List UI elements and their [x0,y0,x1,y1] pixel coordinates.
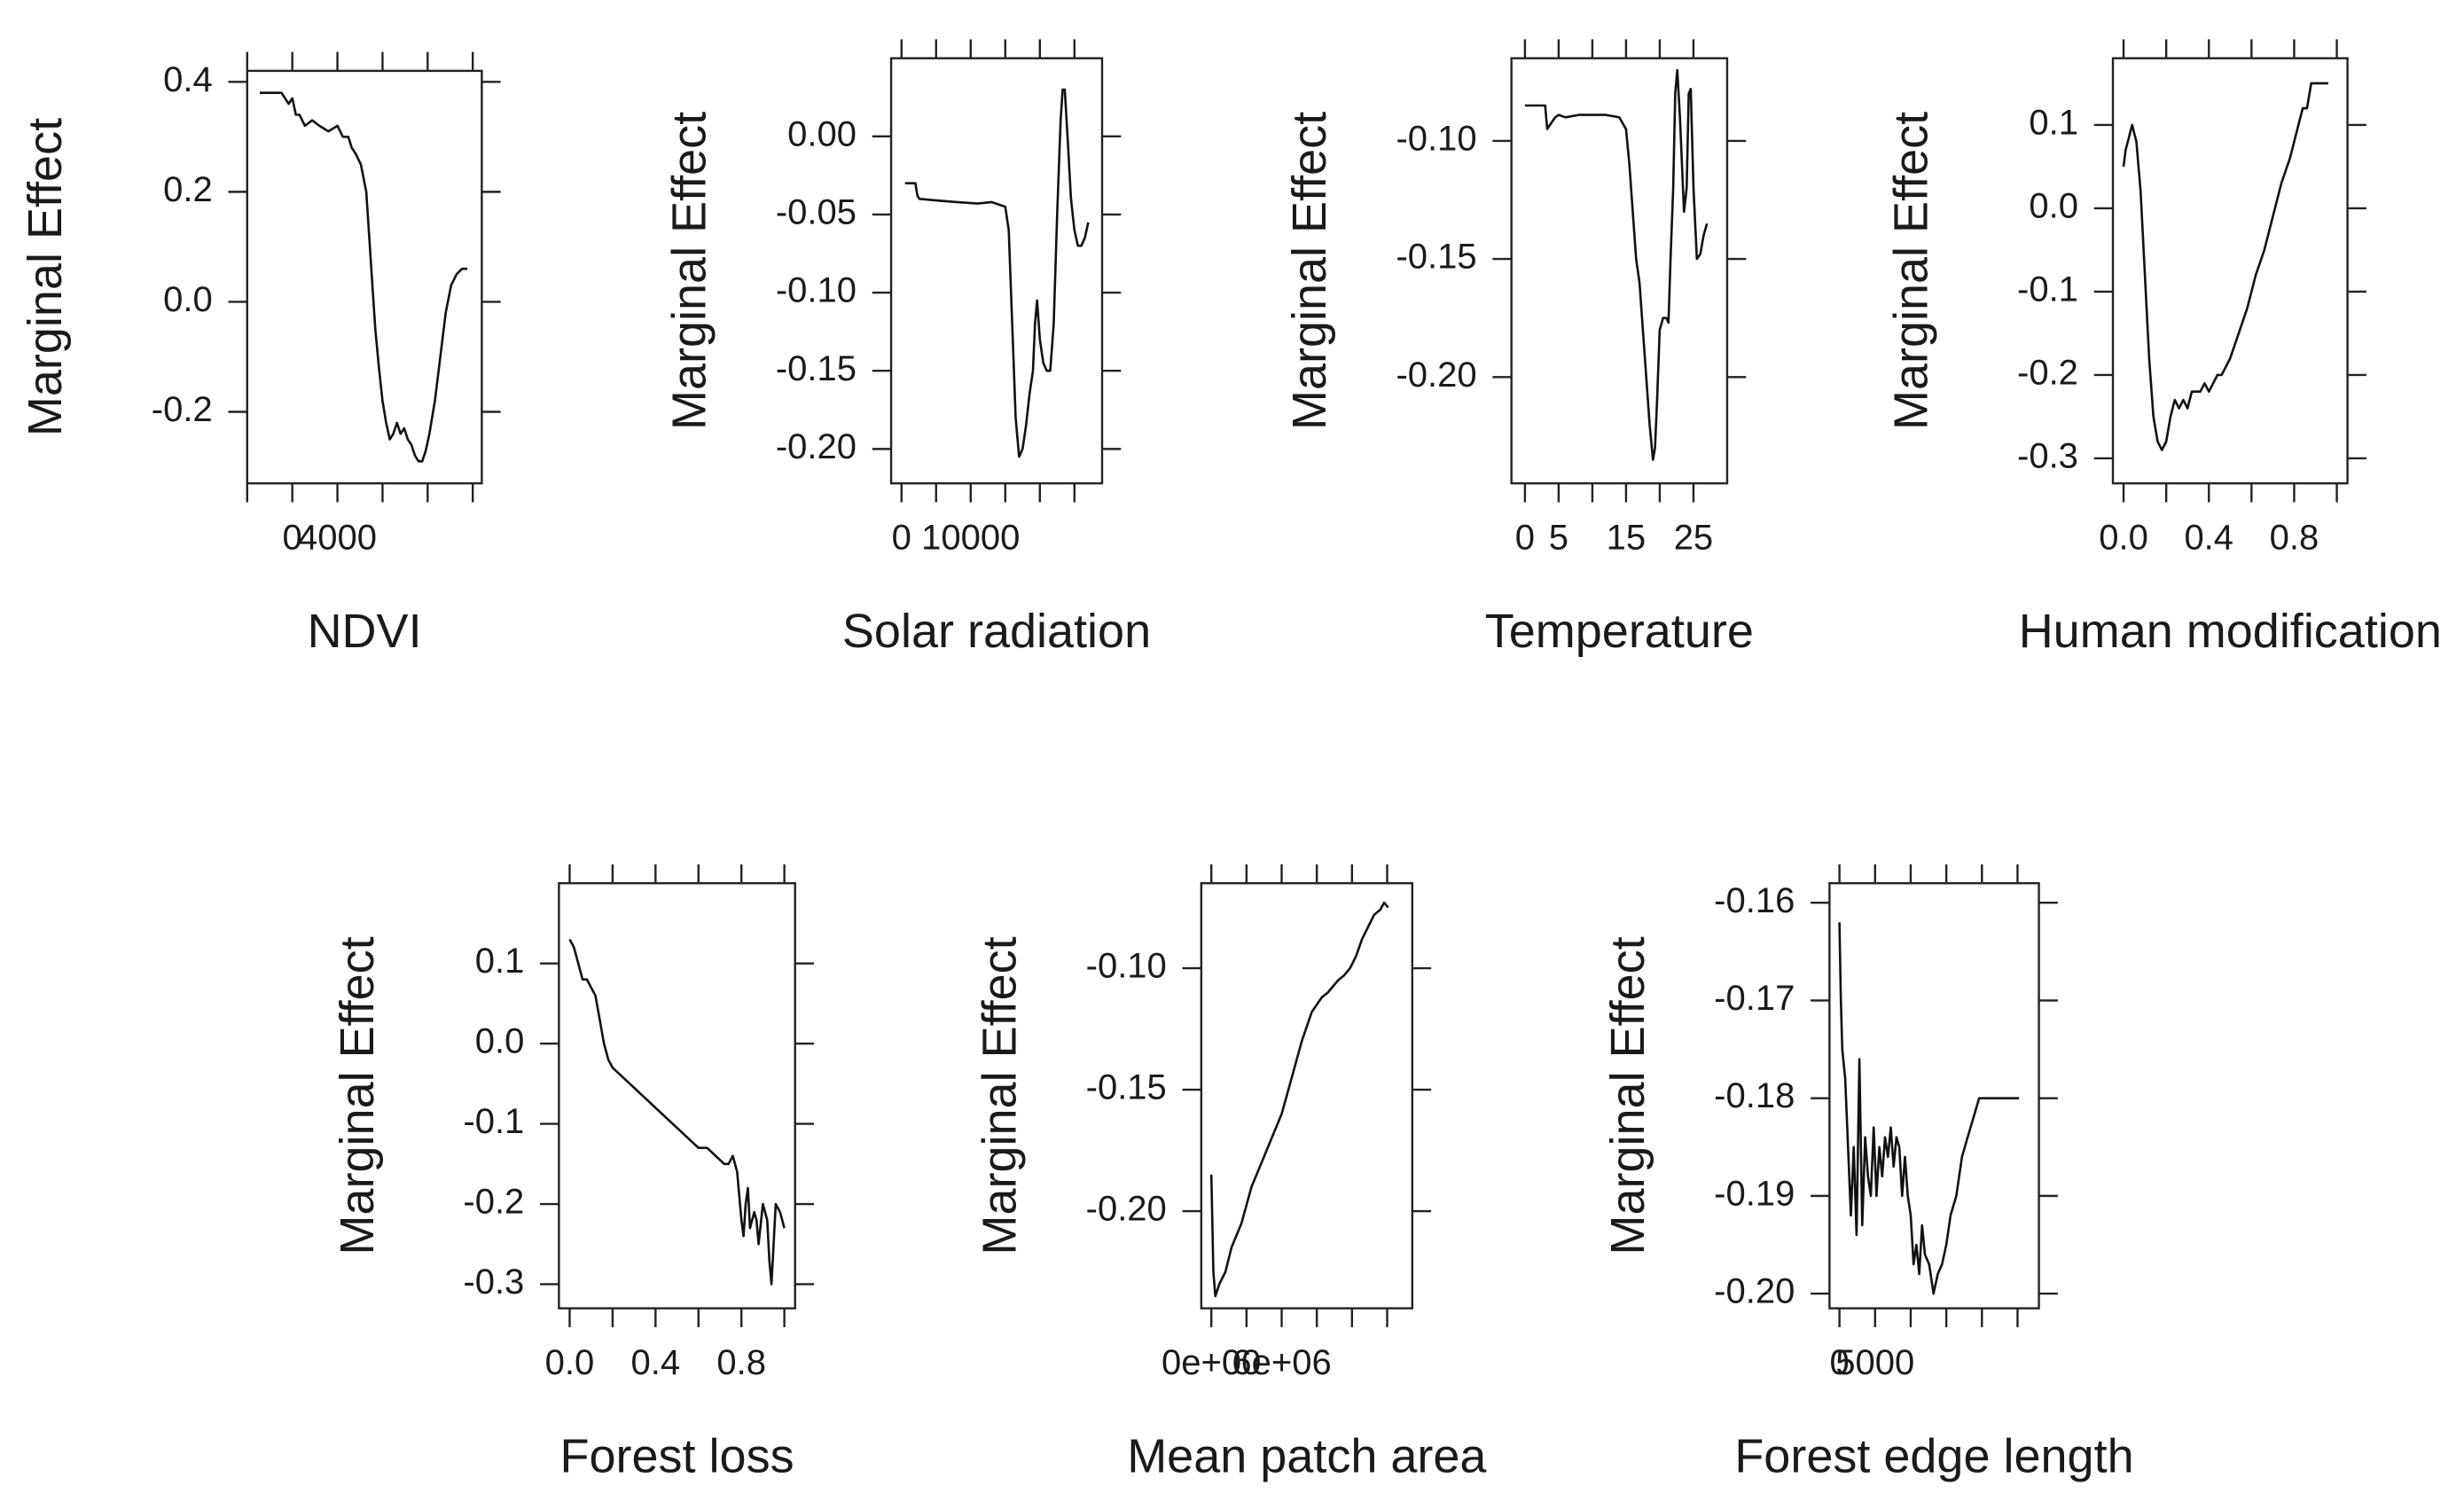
y-tick-label: -0.16 [1714,881,1795,920]
y-tick-label: 0.00 [787,114,857,153]
x-tick-label: 15 [1607,519,1647,558]
y-tick-label: -0.1 [463,1102,524,1141]
x-tick-label: 5000 [1835,1343,1914,1382]
y-tick-label: -0.10 [776,271,857,310]
x-tick-label: 0 [1515,519,1535,558]
y-tick-label: -0.20 [1396,356,1476,395]
y-tick-label: -0.20 [776,427,857,466]
y-tick-label: -0.2 [152,390,213,429]
x-tick-label: 0.4 [2184,519,2233,558]
y-tick-label: 0.0 [163,280,213,319]
marginal-effect-line [1524,68,1709,461]
y-tick-label: -0.15 [1396,238,1476,277]
marginal-effect-line [568,938,786,1286]
y-tick-label: -0.20 [1714,1272,1795,1311]
y-tick-label: -0.20 [1086,1190,1167,1229]
x-axis-title: NDVI [308,605,422,658]
y-tick-label: -0.17 [1714,979,1795,1018]
x-axis-title: Temperature [1485,605,1754,658]
y-tick-label: 0.0 [475,1022,525,1061]
plot-frame [558,881,796,1310]
x-axis-title: Solar radiation [842,605,1151,658]
x-axis-title: Human modification [2019,605,2442,658]
x-tick-label: 0.4 [631,1343,681,1382]
y-tick-label: 0.4 [163,60,213,99]
x-tick-label: 0.8 [2270,519,2319,558]
panel-forest-loss: 0.0 0.4 0.8 -0.3 -0.2 -0.1 0.0 0.1 Forest loss Ma… [331,864,815,1482]
x-tick-label: 0.8 [716,1343,766,1382]
y-tick-label: -0.3 [2017,437,2078,476]
y-tick-label: 0.0 [2029,186,2078,225]
y-axis-title: Marginal Effect [331,936,384,1255]
y-axis-title: Marginal Effect [19,118,72,436]
x-tick-label: 0e+00 [1162,1343,1261,1382]
x-tick-label: 4000 [298,519,377,558]
y-axis-title: Marginal Effect [1884,112,1937,430]
y-tick-label: -0.10 [1396,119,1476,158]
y-tick-label: -0.18 [1714,1076,1795,1115]
y-tick-label: -0.3 [463,1263,524,1302]
y-tick-label: -0.1 [2017,270,2078,309]
y-tick-label: -0.05 [776,193,857,232]
x-axis-title: Mean patch area [1127,1429,1487,1482]
marginal-effect-line [1838,922,2020,1295]
plot-frame [1200,881,1414,1310]
y-tick-label: 0.1 [2029,103,2078,142]
x-tick-label: 25 [1674,519,1714,558]
x-axis-title: Forest edge length [1734,1429,2133,1482]
plot-frame [1510,57,1729,485]
marginal-effect-line [2122,82,2328,451]
y-axis-title: Marginal Effect [1601,936,1654,1255]
marginal-effect-line [1209,901,1389,1298]
marginal-effect-line [260,91,468,463]
y-tick-label: 0.1 [475,942,525,981]
x-tick-label: 0 [283,519,302,558]
y-tick-label: -0.15 [1086,1068,1167,1107]
y-tick-label: -0.15 [776,349,857,388]
y-tick-label: -0.2 [2017,353,2078,392]
plot-frame [1828,881,2040,1310]
x-tick-label: 0 [892,519,911,558]
y-tick-label: 0.2 [163,170,213,209]
y-tick-label: -0.19 [1714,1174,1795,1213]
y-axis-title: Marginal Effect [1283,112,1336,430]
plot-frame [2111,57,2349,485]
y-tick-label: -0.2 [463,1183,524,1222]
panel-solar-radiation: 0 10000 -0.20 -0.15 -0.10 -0.05 0.00 Solar radi… [663,39,1151,658]
x-axis-title: Forest loss [560,1429,794,1482]
x-tick-label: 0 [1830,1343,1850,1382]
panel-temperature: 0 5 15 25 -0.20 -0.15 -0.10 Temperature Marginal… [1283,39,1754,658]
marginal-effect-line [904,88,1090,458]
y-axis-title: Marginal Effect [663,112,716,430]
y-axis-title: Marginal Effect [973,936,1026,1255]
plot-frame [246,69,483,485]
y-tick-label: -0.10 [1086,947,1167,986]
panel-human-modification: 0.0 0.4 0.8 -0.3 -0.2 -0.1 0.0 0.1 Human modific… [1884,39,2442,658]
x-tick-label: 5 [1549,519,1568,558]
x-tick-label: 0.0 [2099,519,2148,558]
x-tick-label: 6e+06 [1232,1343,1331,1382]
plot-frame [889,57,1104,485]
x-tick-label: 0.0 [545,1343,595,1382]
x-tick-label: 10000 [921,519,1020,558]
